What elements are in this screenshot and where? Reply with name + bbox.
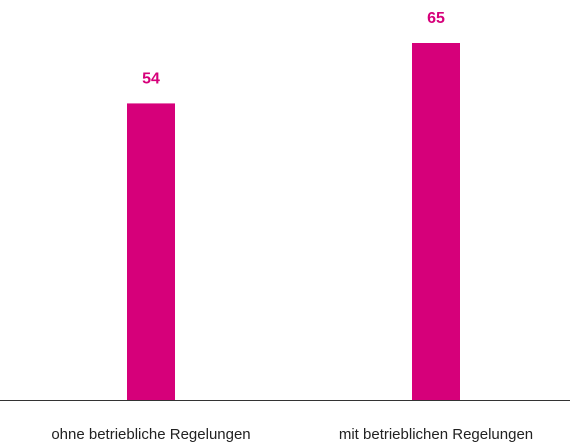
value-label: 65 <box>427 10 445 27</box>
bar <box>127 103 175 401</box>
x-tick-label: ohne betriebliche Regelungen <box>51 426 250 443</box>
bar <box>412 43 460 400</box>
x-tick-label: mit betrieblichen Regelungen <box>339 426 533 443</box>
value-label: 54 <box>142 71 160 88</box>
